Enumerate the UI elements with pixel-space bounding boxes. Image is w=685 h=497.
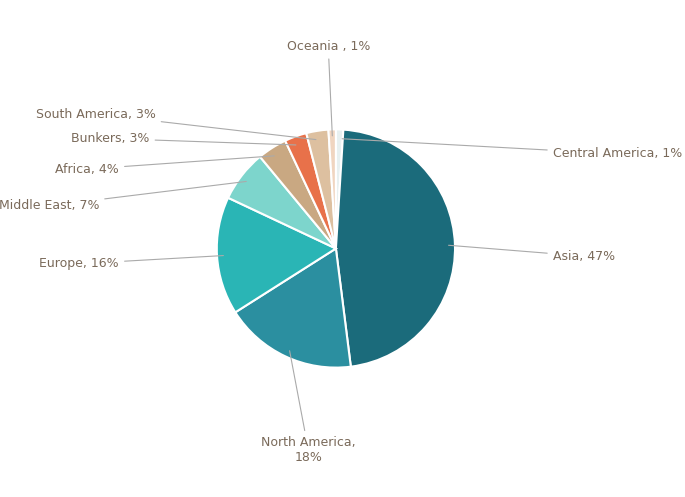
Wedge shape — [260, 141, 336, 248]
Text: North America,
18%: North America, 18% — [261, 351, 356, 464]
Text: Bunkers, 3%: Bunkers, 3% — [71, 132, 296, 145]
Wedge shape — [336, 130, 455, 367]
Text: South America, 3%: South America, 3% — [36, 108, 316, 140]
Wedge shape — [236, 248, 351, 368]
Text: Central America, 1%: Central America, 1% — [342, 139, 682, 161]
Wedge shape — [328, 129, 336, 248]
Text: Oceania , 1%: Oceania , 1% — [286, 40, 370, 136]
Wedge shape — [306, 130, 336, 248]
Text: Middle East, 7%: Middle East, 7% — [0, 181, 247, 212]
Wedge shape — [216, 198, 336, 312]
Text: Africa, 4%: Africa, 4% — [55, 156, 274, 175]
Wedge shape — [336, 129, 343, 248]
Wedge shape — [228, 157, 336, 248]
Wedge shape — [285, 133, 336, 248]
Text: Europe, 16%: Europe, 16% — [40, 255, 223, 270]
Text: Asia, 47%: Asia, 47% — [449, 245, 615, 262]
